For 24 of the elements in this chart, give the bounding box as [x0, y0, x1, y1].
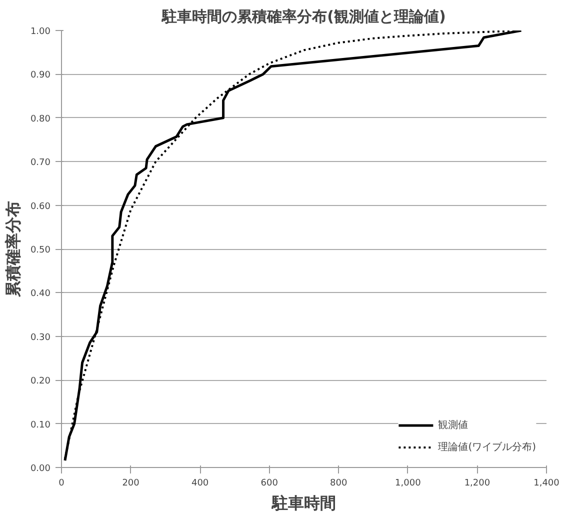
y-tick-label: 0.40	[30, 289, 51, 300]
x-tick-label: 800	[330, 478, 348, 488]
legend-label: 理論値(ワイブル分布)	[438, 440, 536, 454]
y-axis-title: 累積確率分布	[3, 201, 22, 298]
x-axis-title: 駐車時間	[271, 494, 336, 512]
y-tick-label: 0.20	[30, 376, 51, 387]
y-tick-label: 0.50	[30, 246, 51, 256]
y-tick-label: 0.80	[30, 114, 51, 124]
y-tick-label: 0.70	[30, 158, 51, 168]
x-tick-label: 200	[122, 478, 140, 488]
y-tick-label: 0.00	[30, 464, 51, 474]
x-tick-label: 1,000	[395, 478, 422, 488]
x-tick-label: 1,400	[534, 478, 560, 488]
x-tick-label: 600	[260, 478, 278, 488]
legend-label: 観測値	[438, 418, 468, 432]
x-tick-label: 1,200	[464, 478, 490, 488]
x-tick-label: 0	[58, 478, 65, 488]
y-tick-label: 0.60	[30, 202, 51, 212]
y-tick-label: 1.00	[30, 27, 51, 37]
y-tick-label: 0.30	[30, 332, 51, 343]
y-tick-label: 0.10	[30, 420, 51, 430]
x-tick-label: 400	[191, 478, 209, 488]
chart-title: 駐車時間の累積確率分布(観測値と理論値)	[161, 8, 446, 26]
y-tick-label: 0.90	[30, 70, 51, 81]
